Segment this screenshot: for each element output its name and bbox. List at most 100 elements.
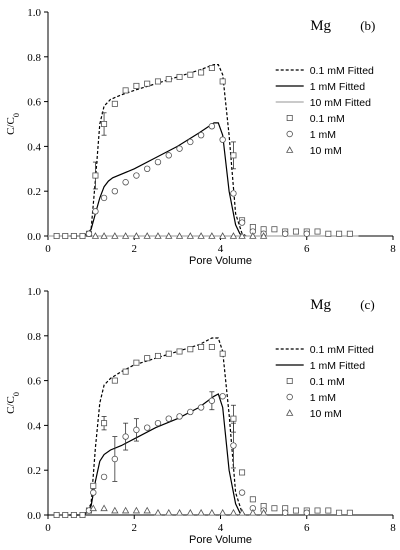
y-tick-label: 0.2 xyxy=(27,465,41,477)
legend-swatch-circle xyxy=(286,130,293,138)
data-point-square xyxy=(208,343,215,350)
legend-label: 10 mM xyxy=(310,408,342,420)
y-axis-label-subscript: 0 xyxy=(12,392,21,396)
data-point-circle xyxy=(122,433,129,440)
legend-swatch-triangle xyxy=(286,409,294,416)
data-point-circle xyxy=(303,509,310,516)
data-point-triangle xyxy=(197,232,205,239)
data-point-square xyxy=(325,230,332,237)
data-point-square xyxy=(187,346,194,353)
data-point-circle xyxy=(281,230,289,237)
data-point-circle xyxy=(92,208,99,215)
data-point-circle xyxy=(122,179,129,186)
data-point-circle xyxy=(219,136,226,143)
data-point-square xyxy=(314,507,321,514)
data-point-circle xyxy=(143,424,151,431)
data-point-triangle xyxy=(175,508,184,516)
data-point-triangle xyxy=(100,232,108,239)
data-point-circle xyxy=(230,442,237,449)
legend-label: 1 mM Fitted xyxy=(310,81,366,93)
data-point-square xyxy=(144,80,151,87)
data-point-triangle xyxy=(197,508,205,516)
data-point-square xyxy=(101,420,108,427)
data-point-square xyxy=(70,512,77,519)
data-point-circle xyxy=(238,489,246,496)
y-tick-label: 0.6 xyxy=(27,376,41,388)
data-point-triangle xyxy=(154,508,162,516)
data-point-triangle xyxy=(259,232,268,239)
data-point-triangle xyxy=(132,506,141,514)
legend-swatch-square xyxy=(286,115,293,122)
data-point-square xyxy=(346,230,353,237)
data-point-triangle xyxy=(121,232,130,239)
data-point-square xyxy=(325,507,332,514)
data-point-triangle xyxy=(91,232,100,239)
data-point-circle xyxy=(111,455,119,463)
x-tick-label: 2 xyxy=(132,522,138,534)
data-point-circle xyxy=(133,172,140,179)
x-axis-label: Pore Volume xyxy=(189,534,252,546)
data-point-square xyxy=(336,509,343,516)
data-point-square xyxy=(165,76,172,83)
data-point-circle xyxy=(176,145,183,152)
data-point-square xyxy=(346,509,353,516)
data-point-triangle xyxy=(186,508,194,516)
data-point-triangle xyxy=(208,232,216,239)
panel-label: (b) xyxy=(360,18,375,33)
fitted-curve-1-mm-fitted xyxy=(69,393,245,516)
data-point-circle xyxy=(111,187,119,195)
data-point-triangle xyxy=(208,508,216,516)
data-point-triangle xyxy=(111,506,119,514)
data-point-square xyxy=(53,512,60,519)
legend-label: 1 mM Fitted xyxy=(310,360,366,372)
data-point-triangle xyxy=(249,232,257,239)
x-tick-label: 8 xyxy=(390,522,396,534)
y-tick-label: 0.8 xyxy=(27,331,41,343)
data-point-triangle xyxy=(229,232,238,239)
data-point-square xyxy=(90,482,97,489)
data-point-square xyxy=(92,172,99,179)
legend-label: 10 mM xyxy=(310,145,342,157)
x-tick-label: 2 xyxy=(132,243,138,255)
y-tick-label: 0.4 xyxy=(27,141,41,153)
data-point-square xyxy=(165,350,172,357)
data-point-circle xyxy=(176,413,183,420)
data-point-square xyxy=(271,226,278,233)
x-tick-label: 6 xyxy=(304,243,310,255)
data-point-square xyxy=(122,368,129,375)
data-point-triangle xyxy=(229,508,238,516)
data-point-triangle xyxy=(186,232,194,239)
data-point-triangle xyxy=(259,508,268,516)
data-point-triangle xyxy=(218,232,227,239)
data-point-square xyxy=(208,65,215,72)
x-axis-label: Pore Volume xyxy=(189,255,252,267)
data-point-triangle xyxy=(175,232,184,239)
data-point-triangle xyxy=(154,232,162,239)
data-point-circle xyxy=(85,230,93,237)
data-point-triangle xyxy=(100,504,108,512)
data-point-circle xyxy=(230,190,237,197)
legend-label: 0.1 mM xyxy=(310,113,345,125)
panel-b: 0.0 0.2 0.4 0.6 0.8 1.0 0 2 4 6 8 Pore Volume C/C0 Mg… xyxy=(5,7,396,267)
data-point-square xyxy=(230,415,237,422)
y-tick-label: 0.0 xyxy=(27,231,41,243)
data-point-circle xyxy=(208,123,216,130)
data-point-circle xyxy=(281,509,289,516)
legend-label: 0.1 mM Fitted xyxy=(310,344,374,356)
y-tick-label: 0.0 xyxy=(27,510,41,522)
data-point-square xyxy=(219,350,226,357)
data-point-triangle xyxy=(238,232,246,239)
legend-swatch-circle xyxy=(286,393,293,401)
x-tick-label: 8 xyxy=(390,243,396,255)
data-point-circle xyxy=(90,489,97,496)
data-point-square xyxy=(133,82,140,89)
legend-label: 0.1 mM Fitted xyxy=(310,65,374,77)
data-point-triangle xyxy=(165,508,173,516)
data-point-circle xyxy=(187,408,194,416)
data-point-triangle xyxy=(238,508,246,516)
y-axis-label: C/C0 xyxy=(5,392,21,414)
data-point-circle xyxy=(165,415,172,422)
chart-title: Mg xyxy=(310,18,331,34)
y-axis-label: C/C0 xyxy=(5,113,21,135)
